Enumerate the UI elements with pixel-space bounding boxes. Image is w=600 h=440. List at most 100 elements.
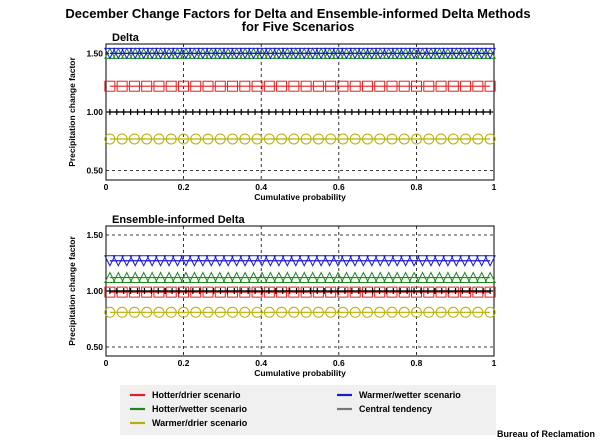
series-marker [116,133,128,145]
series-marker [177,133,189,145]
series-marker [472,306,484,318]
legend-item: Warmer/wetter scenario [337,390,461,400]
x-tick-label: 0.2 [178,358,190,368]
series-marker [467,255,480,267]
series-marker [404,288,411,294]
y-tick-label: 1.00 [86,107,103,117]
series-marker [263,286,275,298]
series-marker [272,288,279,294]
series-marker [171,47,184,60]
series-marker [231,109,238,115]
series-marker [104,271,116,284]
series-marker [288,133,300,145]
series-marker [276,286,288,298]
series-marker [153,133,165,145]
series-marker [442,255,454,267]
series-marker [314,109,321,115]
series-marker [323,271,336,284]
series-marker [104,255,116,267]
series-marker [390,109,397,115]
series-marker [263,133,275,145]
series-marker [258,288,265,294]
series-marker [298,255,311,267]
series-marker [104,133,116,145]
series-marker [162,109,169,115]
series-marker [332,271,344,284]
series-marker [323,255,336,267]
series-marker [281,47,294,60]
series-marker [213,271,226,284]
series-marker [382,271,395,284]
series-marker [341,288,348,294]
series-marker [325,80,337,92]
series-marker [227,306,239,318]
series-marker [202,133,214,145]
series-marker [146,271,158,284]
series-marker [337,133,349,145]
series-marker [340,255,353,267]
series-marker [263,306,275,318]
series-marker [366,255,378,267]
series-marker [435,133,447,145]
legend-item: Hotter/wetter scenario [130,404,248,414]
series-marker [293,109,300,115]
series-marker [163,47,175,60]
series-marker [205,255,218,267]
series-marker [383,288,390,294]
series-marker [137,255,150,267]
series-marker [258,109,265,115]
series-marker [141,109,148,115]
series-marker [279,288,286,294]
series-marker [163,255,175,267]
y-tick-label: 0.50 [86,166,103,176]
series-marker [148,288,155,294]
series-marker [190,133,202,145]
series-marker [165,306,177,318]
series-marker [265,288,272,294]
series-marker [128,133,140,145]
series-marker [112,255,125,267]
series-marker [177,80,189,92]
series-marker [104,47,116,60]
series-marker [349,286,361,298]
series-marker [411,288,418,294]
series-marker [148,109,155,115]
series-marker [106,288,113,294]
series-marker [460,306,472,318]
series-marker [366,47,378,60]
series-marker [154,47,167,60]
legend-label: Warmer/wetter scenario [359,390,461,400]
series-marker [222,47,234,60]
series-marker [459,288,466,294]
series-marker [231,288,238,294]
series-marker [362,109,369,115]
series-marker [374,80,386,92]
series-triangle-up [104,271,496,284]
series-marker [325,133,337,145]
series-marker [408,47,420,60]
legend-label: Warmer/drier scenario [152,418,248,428]
series-marker [104,80,116,92]
series-plus [106,109,494,115]
legend-label: Central tendency [359,404,432,414]
series-marker [404,109,411,115]
series-marker [300,109,307,115]
series-marker [458,271,471,284]
series-marker [288,286,300,298]
series-marker [459,109,466,115]
series-marker [189,288,196,294]
legend: Hotter/drier scenario Hotter/wetter scena… [120,385,496,435]
series-marker [300,306,312,318]
series-marker [116,306,128,318]
series-marker [239,306,251,318]
series-marker [382,47,395,60]
series-marker [417,288,424,294]
series-marker [349,255,361,267]
series-marker [127,288,134,294]
x-tick-label: 1 [492,182,497,192]
series-marker [300,286,312,298]
series-marker [264,271,277,284]
x-tick-label: 0.6 [333,182,345,192]
figure-title-line1: December Change Factors for Delta and En… [65,6,530,21]
series-marker [203,109,210,115]
